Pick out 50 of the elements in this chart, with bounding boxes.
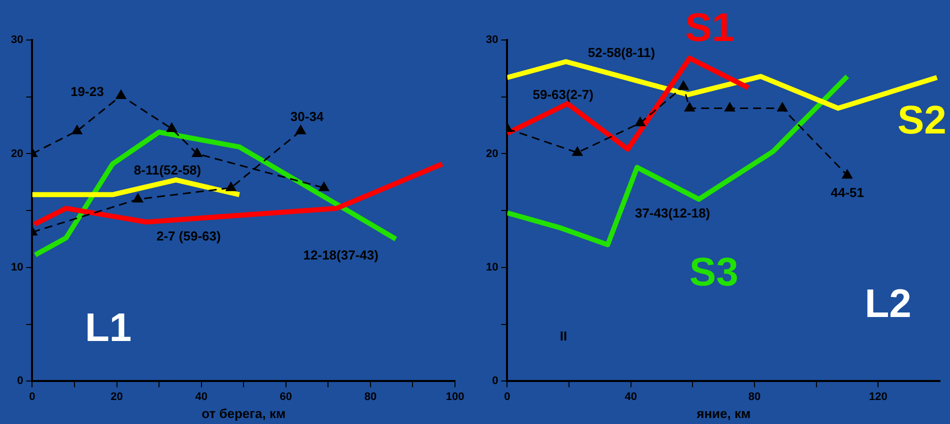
x-axis-title: яние, км bbox=[696, 406, 751, 421]
y-tick-label: 10 bbox=[10, 262, 24, 274]
annotation: 37-43(12-18) bbox=[634, 206, 710, 221]
annotation: II bbox=[560, 328, 568, 344]
point bbox=[166, 122, 177, 132]
y-tick-label: 20 bbox=[486, 148, 498, 160]
x-tick-label: 40 bbox=[624, 390, 638, 403]
point bbox=[226, 182, 236, 192]
series-label: S2 bbox=[897, 98, 946, 143]
annotation: 59-63(2-7) bbox=[532, 87, 594, 102]
point bbox=[72, 125, 82, 134]
text: L1 bbox=[84, 306, 132, 350]
point bbox=[684, 102, 695, 112]
point bbox=[842, 170, 852, 179]
annotation: 52-58(8-11) bbox=[588, 45, 656, 60]
x-tick-label: 100 bbox=[446, 390, 464, 403]
text: L2 bbox=[864, 282, 912, 326]
x-tick-label: 0 bbox=[504, 390, 510, 403]
y-tick-label: 10 bbox=[486, 262, 498, 274]
point bbox=[777, 102, 788, 112]
point bbox=[635, 117, 646, 126]
annotation: 8-11(52-58) bbox=[134, 162, 202, 178]
series-label: S3 bbox=[689, 250, 738, 294]
x-tick-label: 80 bbox=[364, 390, 377, 403]
x-tick-label: 0 bbox=[29, 390, 36, 403]
point bbox=[192, 148, 202, 157]
x-tick-label: 80 bbox=[748, 390, 761, 403]
y-tick-label: 0 bbox=[17, 375, 24, 388]
y-tick-label: 30 bbox=[10, 34, 24, 46]
annotation: 12-18(37-43) bbox=[303, 248, 378, 263]
point bbox=[116, 90, 126, 99]
annotation: 30-34 bbox=[290, 109, 324, 124]
series-label: S1 bbox=[685, 6, 734, 50]
y-tick-label: 20 bbox=[10, 148, 24, 160]
x-tick-label: 40 bbox=[195, 390, 208, 403]
y-tick-label: 30 bbox=[486, 34, 498, 46]
point bbox=[724, 102, 735, 112]
point bbox=[318, 182, 330, 192]
x-tick-label: 60 bbox=[280, 390, 292, 403]
point bbox=[132, 193, 144, 202]
annotation: 44-51 bbox=[830, 185, 864, 200]
x-tick-label: 120 bbox=[868, 390, 888, 403]
annotation: 19-23 bbox=[70, 84, 104, 99]
annotation: 2-7 (59-63) bbox=[156, 228, 221, 244]
point bbox=[678, 80, 689, 90]
x-tick-label: 20 bbox=[110, 390, 123, 403]
y-tick-label: 0 bbox=[492, 375, 498, 388]
x-axis-title: от берега, км bbox=[202, 406, 286, 421]
point bbox=[572, 146, 582, 156]
point bbox=[296, 125, 306, 134]
